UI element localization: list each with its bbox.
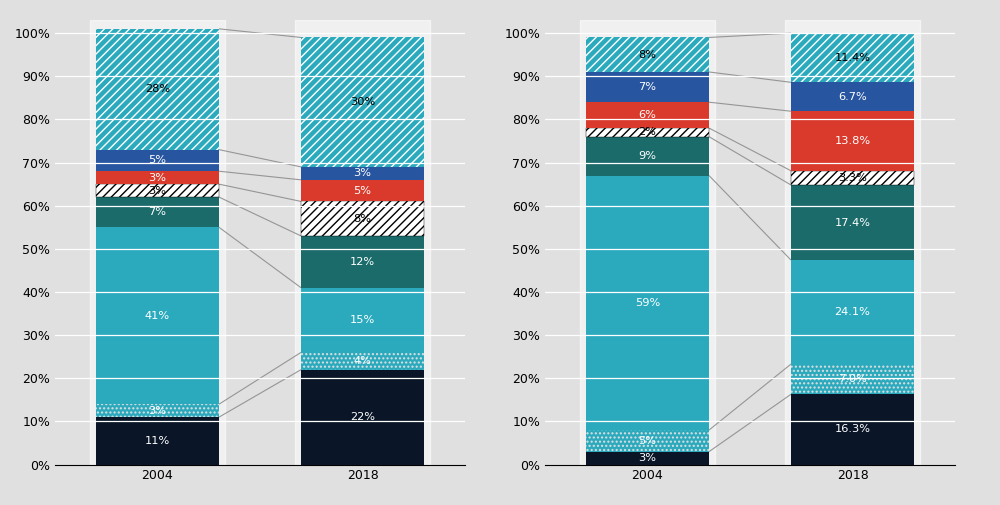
Text: 22%: 22% xyxy=(350,412,375,422)
Bar xyxy=(301,352,424,370)
Bar xyxy=(791,82,914,111)
Text: 7%: 7% xyxy=(639,82,656,92)
Bar xyxy=(586,176,709,430)
Text: 3%: 3% xyxy=(148,406,166,416)
Bar xyxy=(580,20,715,465)
Bar xyxy=(791,111,914,171)
Bar xyxy=(96,29,219,149)
Bar xyxy=(791,171,914,185)
Text: 3%: 3% xyxy=(354,168,372,178)
Text: 30%: 30% xyxy=(350,97,375,107)
Bar xyxy=(301,167,424,180)
Bar xyxy=(301,236,424,288)
Bar xyxy=(295,20,430,465)
Bar xyxy=(96,184,219,197)
Bar xyxy=(586,430,709,451)
Bar xyxy=(96,171,219,184)
Bar xyxy=(586,72,709,102)
Bar xyxy=(96,417,219,465)
Bar xyxy=(791,394,914,465)
Text: 12%: 12% xyxy=(350,257,375,267)
Text: 5%: 5% xyxy=(148,156,166,166)
Bar xyxy=(586,430,709,451)
Text: 3.3%: 3.3% xyxy=(838,173,867,183)
Text: 7.0%: 7.0% xyxy=(838,374,867,384)
Text: 3%: 3% xyxy=(148,173,166,183)
Text: 5%: 5% xyxy=(639,436,656,446)
Bar xyxy=(301,37,424,167)
Bar xyxy=(96,29,219,149)
Text: 4%: 4% xyxy=(354,356,371,366)
Bar xyxy=(301,370,424,465)
Bar xyxy=(791,33,914,82)
Text: 6%: 6% xyxy=(639,110,656,120)
Bar xyxy=(90,20,225,465)
Bar xyxy=(96,227,219,404)
Bar xyxy=(791,364,914,394)
Text: 6.7%: 6.7% xyxy=(838,92,867,102)
Bar xyxy=(96,404,219,417)
Text: 5%: 5% xyxy=(354,186,372,195)
Text: 11.4%: 11.4% xyxy=(834,53,870,63)
Bar xyxy=(586,37,709,72)
Text: 2%: 2% xyxy=(639,127,656,137)
Text: 16.3%: 16.3% xyxy=(834,424,870,434)
Text: 28%: 28% xyxy=(145,84,170,94)
Text: 15%: 15% xyxy=(350,315,375,325)
Bar xyxy=(301,288,424,352)
Bar xyxy=(301,37,424,167)
Bar xyxy=(301,180,424,201)
Bar xyxy=(586,128,709,137)
Bar xyxy=(791,185,914,260)
Text: 11%: 11% xyxy=(145,436,170,446)
Text: 3%: 3% xyxy=(639,453,656,463)
Text: 24.1%: 24.1% xyxy=(835,307,870,317)
Text: 13.8%: 13.8% xyxy=(834,136,871,146)
Bar xyxy=(586,451,709,465)
Bar xyxy=(791,364,914,394)
Text: 8%: 8% xyxy=(639,49,656,60)
Text: 9%: 9% xyxy=(639,151,656,161)
Text: 3%: 3% xyxy=(148,186,166,195)
Text: 7%: 7% xyxy=(148,207,166,217)
Text: 59%: 59% xyxy=(635,298,660,308)
Bar xyxy=(301,352,424,370)
Text: 17.4%: 17.4% xyxy=(834,218,870,228)
Text: 41%: 41% xyxy=(145,311,170,321)
Bar xyxy=(586,137,709,176)
Bar xyxy=(586,37,709,72)
Bar xyxy=(96,197,219,227)
Text: 8%: 8% xyxy=(354,214,372,224)
Bar xyxy=(785,20,920,465)
Bar xyxy=(96,404,219,417)
Bar xyxy=(586,102,709,128)
Bar xyxy=(791,33,914,82)
Bar xyxy=(301,201,424,236)
Bar xyxy=(96,149,219,171)
Bar xyxy=(791,260,914,364)
